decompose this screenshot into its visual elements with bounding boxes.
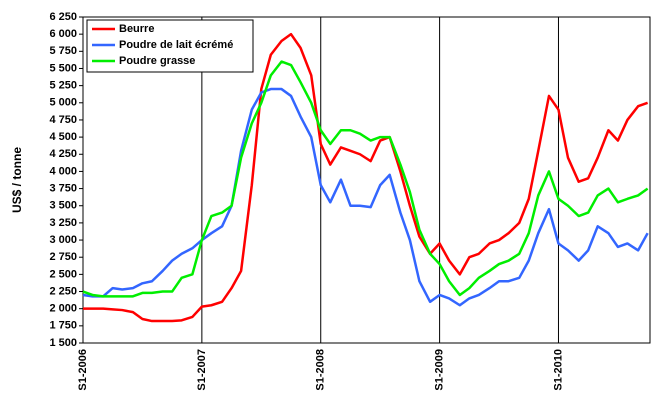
y-tick-label: 2 500 — [49, 268, 77, 280]
y-tick-label: 4 250 — [49, 148, 77, 160]
x-tick-label: S1-2008 — [315, 349, 327, 391]
x-tick-label: S1-2006 — [77, 349, 89, 391]
y-tick-label: 2 250 — [49, 285, 77, 297]
line-series — [82, 60, 649, 298]
y-axis-title: US$ / tonne — [10, 147, 24, 213]
y-tick-label: 1 500 — [49, 337, 77, 349]
y-tick-label: 6 000 — [49, 28, 77, 40]
legend-label: Poudre grasse — [119, 55, 195, 67]
x-tick-label: S1-2007 — [196, 349, 208, 391]
y-tick-label: 2 750 — [49, 251, 77, 263]
y-tick-label: 4 500 — [49, 131, 77, 143]
y-tick-label: 5 000 — [49, 97, 77, 109]
y-tick-label: 3 000 — [49, 234, 77, 246]
legend-label: Poudre de lait écrémé — [119, 39, 233, 51]
line-series — [83, 32, 649, 323]
y-tick-label: 2 000 — [49, 303, 77, 315]
x-tick-label: S1-2009 — [434, 349, 446, 391]
y-tick-label: 1 750 — [49, 320, 77, 332]
y-tick-label: 3 500 — [49, 200, 77, 212]
y-tick-label: 4 000 — [49, 165, 77, 177]
y-tick-label: 5 750 — [49, 45, 77, 57]
y-tick-label: 5 250 — [49, 80, 77, 92]
line-series — [82, 87, 649, 307]
legend-label: Beurre — [119, 23, 154, 35]
y-tick-label: 6 250 — [49, 11, 77, 23]
y-tick-label: 4 750 — [49, 114, 77, 126]
x-tick-label: S1-2010 — [552, 349, 564, 391]
y-tick-label: 3 250 — [49, 217, 77, 229]
y-tick-label: 3 750 — [49, 182, 77, 194]
y-tick-label: 5 500 — [49, 62, 77, 74]
